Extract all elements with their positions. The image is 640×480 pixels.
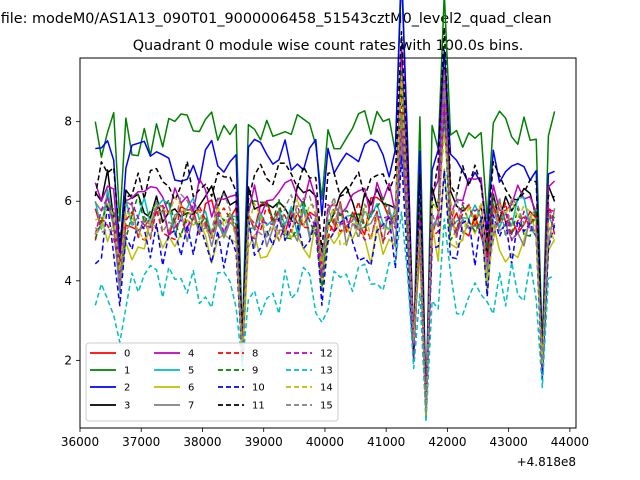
legend-entry-9: 9 [218,366,258,377]
legend-entry-5: 5 [154,366,194,377]
series-line-12 [94,100,556,413]
legend-entry-7: 7 [154,401,194,412]
x-tick-label: 39000 [245,435,283,449]
legend-label: 4 [188,349,194,360]
series-line-1 [94,0,556,407]
legend-entry-11: 11 [218,401,265,412]
series-line-13 [94,211,555,423]
legend-entry-2: 2 [90,383,130,394]
x-tick-label: 43000 [490,435,528,449]
legend-label: 5 [188,366,194,377]
legend-label: 8 [252,349,258,360]
plot-lines [94,0,556,423]
legend-entry-12: 12 [286,349,333,360]
x-tick-label: 36000 [61,435,99,449]
legend-label: 0 [124,349,130,360]
y-tick-label: 4 [64,274,72,288]
legend-label: 9 [252,366,258,377]
series-line-15 [94,72,556,413]
legend-entry-6: 6 [154,383,194,394]
legend-label: 14 [320,383,333,394]
y-tick-label: 8 [64,115,72,129]
chart-title: Quadrant 0 module wise count rates with … [133,38,524,54]
figure-suptitle: n file: modeM0/AS1A13_090T01_9000006458_… [0,11,552,27]
legend-frame [85,342,339,422]
legend-label: 15 [320,401,333,412]
series-line-5 [94,112,556,414]
axes-frame [79,57,577,429]
series-line-14 [94,75,556,417]
x-tick-label: 42000 [428,435,466,449]
y-tick-label: 6 [64,194,72,208]
x-tick-label: 41000 [367,435,405,449]
legend-label: 12 [320,349,333,360]
legend-label: 2 [124,383,130,394]
x-tick-label: 44000 [551,435,589,449]
y-axis-ticks: 2 4 6 8 [64,115,80,367]
x-tick-label: 38000 [183,435,221,449]
series-line-9 [94,70,556,417]
legend-label: 13 [320,366,333,377]
legend-label: 3 [124,401,130,412]
legend-label: 6 [188,383,194,394]
x-axis-ticks: 36000 37000 38000 39000 40000 41000 42000 43000… [61,428,589,449]
legend-entry-13: 13 [286,366,333,377]
x-axis-offset-label: +4.818e8 [517,455,576,469]
series-line-11 [94,26,555,411]
y-tick-label: 2 [64,353,72,367]
legend-entry-15: 15 [286,401,333,412]
legend-label: 10 [252,383,265,394]
legend-entry-8: 8 [218,349,258,360]
legend-entry-4: 4 [154,349,194,360]
legend-entry-14: 14 [286,383,333,394]
legend-entry-3: 3 [90,401,130,412]
x-tick-label: 40000 [306,435,344,449]
legend-label: 11 [252,401,265,412]
legend-label: 1 [124,366,130,377]
x-tick-label: 37000 [122,435,160,449]
legend-entry-1: 1 [90,366,130,377]
legend-entry-0: 0 [90,349,130,360]
legend-label: 7 [188,401,194,412]
legend-entry-10: 10 [218,383,265,394]
